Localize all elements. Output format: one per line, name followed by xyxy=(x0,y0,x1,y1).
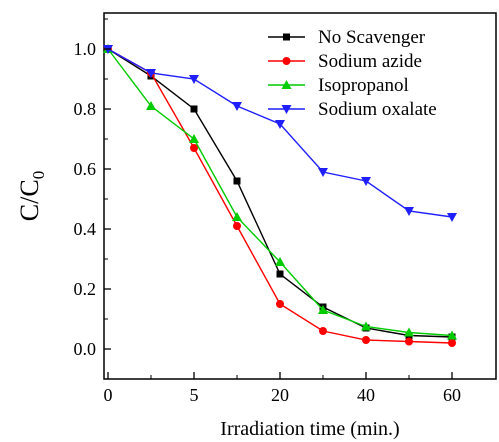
y-axis-label-main: C/C xyxy=(15,179,44,221)
legend-item: Sodium oxalate xyxy=(268,99,437,120)
legend-item: Isopropanol xyxy=(268,75,409,96)
legend-label: Sodium oxalate xyxy=(318,99,437,120)
data-point xyxy=(146,101,156,110)
x-tick-label: 20 xyxy=(271,385,289,405)
y-tick-label: 0.8 xyxy=(74,99,97,119)
data-point xyxy=(276,270,284,278)
legend-item: No Scavenger xyxy=(268,27,426,48)
series-layer xyxy=(103,44,457,347)
data-point xyxy=(361,321,371,331)
x-axis: 0 5 20 40 60 xyxy=(104,372,461,405)
data-point xyxy=(189,75,199,84)
data-point xyxy=(362,336,370,344)
data-point xyxy=(447,213,457,222)
data-point xyxy=(233,222,241,230)
legend-label: Isopropanol xyxy=(318,75,409,96)
data-point xyxy=(361,177,371,186)
y-axis-label-sub: 0 xyxy=(29,171,48,180)
data-point xyxy=(404,207,414,216)
legend-item: Sodium azide xyxy=(268,51,422,72)
y-axis: 0.0 0.2 0.4 0.6 0.8 1.0 xyxy=(74,18,111,359)
data-point xyxy=(405,337,413,346)
legend-label: No Scavenger xyxy=(318,27,426,48)
data-point xyxy=(283,33,290,41)
legend-label: Sodium azide xyxy=(318,51,422,72)
x-tick-label: 0 xyxy=(104,385,113,405)
y-tick-label: 0.6 xyxy=(74,159,97,179)
data-point xyxy=(146,69,156,78)
y-tick-label: 1.0 xyxy=(74,39,97,59)
x-tick-label: 60 xyxy=(443,385,461,405)
x-tick-label: 40 xyxy=(357,385,375,405)
legend: No Scavenger Sodium azide Isopropanol Sodiu… xyxy=(268,27,437,120)
data-point xyxy=(232,212,242,221)
data-point xyxy=(190,105,198,113)
x-axis-label: Irradiation time (min.) xyxy=(220,418,399,440)
y-tick-label: 0.0 xyxy=(74,339,97,359)
data-point xyxy=(276,300,284,308)
data-point xyxy=(404,327,414,337)
data-point xyxy=(318,168,328,177)
data-point xyxy=(275,120,285,129)
data-point xyxy=(281,105,292,114)
plot-frame xyxy=(103,12,497,380)
data-point xyxy=(233,177,241,185)
series-sodium-oxalate xyxy=(103,45,457,222)
data-point xyxy=(282,57,291,65)
data-point xyxy=(318,305,328,314)
y-tick-label: 0.2 xyxy=(74,279,97,299)
data-point xyxy=(448,339,456,347)
data-point xyxy=(189,134,199,143)
y-tick-label: 0.4 xyxy=(74,219,97,239)
x-tick-label: 5 xyxy=(190,385,199,405)
y-axis-label: C/C0 xyxy=(15,171,48,221)
data-point xyxy=(275,257,285,266)
data-point xyxy=(281,80,292,89)
data-point xyxy=(447,330,457,340)
data-point xyxy=(232,102,242,111)
data-point xyxy=(319,327,327,335)
data-point xyxy=(190,144,198,152)
svg-text:C/C0: C/C0 xyxy=(15,171,48,221)
